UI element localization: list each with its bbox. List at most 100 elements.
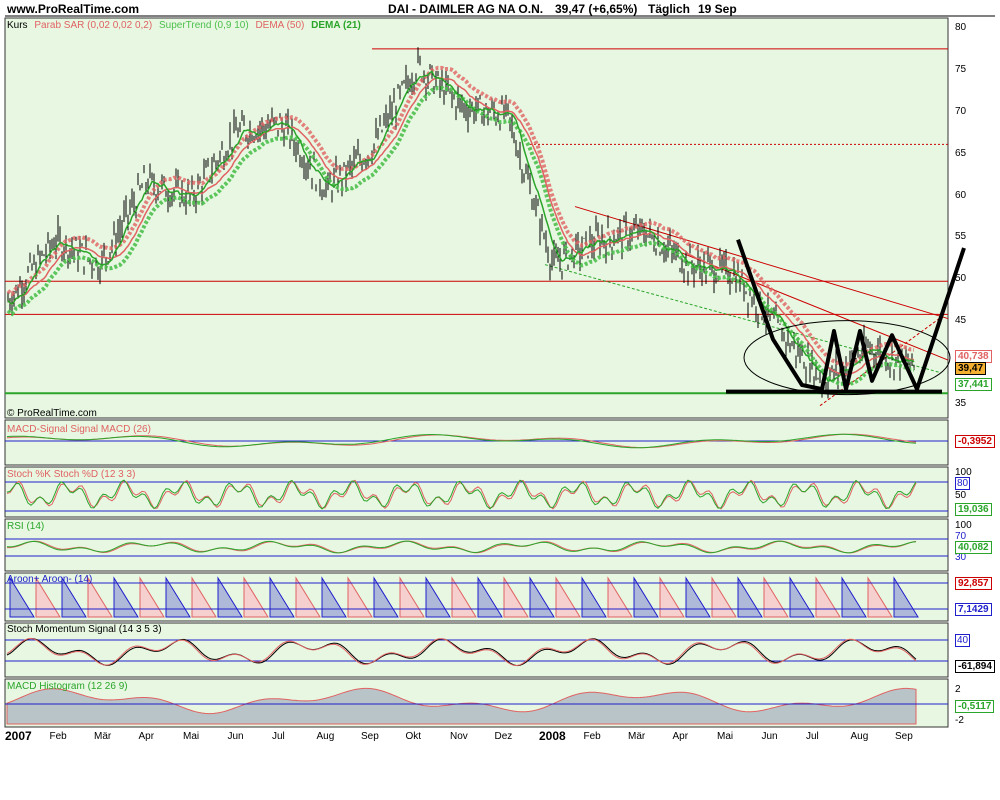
rsi-tick: 70 — [955, 531, 967, 542]
supertrend-series — [6, 85, 915, 387]
momentum-signal-line — [6, 637, 917, 667]
aroon-up-value: 92,857 — [955, 577, 992, 590]
x-axis-label: Aug — [316, 731, 335, 742]
aroon-segment — [763, 576, 789, 618]
trendline — [679, 251, 949, 361]
aroon-segment — [789, 576, 815, 618]
stoch-tick: 100 — [955, 467, 972, 478]
aroon-segment — [347, 576, 373, 618]
dema50-series — [7, 77, 915, 376]
aroon-segment — [581, 576, 607, 618]
x-axis-label: 2007 — [5, 729, 32, 743]
x-axis-label: Jun — [761, 731, 778, 742]
x-axis-label: Jun — [227, 731, 244, 742]
aroon-segment — [659, 576, 685, 618]
legend-dema21: DEMA (21) — [311, 20, 361, 31]
legend-sar: Parab SAR (0,02 0,02 0,2) — [34, 20, 153, 31]
aroon-segment — [607, 576, 633, 618]
aroon-segment — [165, 576, 191, 618]
y-tick: 75 — [955, 64, 967, 75]
aroon-segment — [269, 576, 295, 618]
aroon-segment — [451, 576, 477, 618]
aroon-segment — [295, 576, 321, 618]
stoch-legend: Stoch %K Stoch %D (12 3 3) — [7, 469, 136, 480]
x-axis-label: Sep — [361, 731, 379, 742]
period-label: Täglich — [648, 2, 691, 16]
rsi-signal-line — [6, 540, 917, 554]
macd-histogram-area — [6, 687, 917, 725]
aroon-segment — [399, 576, 425, 618]
y-tick: 50 — [955, 273, 967, 284]
momentum-tick: 40 — [955, 634, 971, 647]
x-axis-label: Apr — [672, 731, 689, 742]
x-axis-label: Mai — [183, 731, 200, 742]
y-tick: 60 — [955, 190, 967, 201]
stoch-k-line — [6, 479, 917, 510]
macd-legend: MACD-Signal Signal MACD (26) — [7, 424, 151, 435]
x-axis-label: Jul — [806, 731, 819, 742]
legend-kurs: Kurs — [7, 20, 28, 31]
rsi-tick: 30 — [955, 552, 967, 563]
aroon-segment — [139, 576, 165, 618]
hist-value: -0,5117 — [955, 700, 995, 713]
aroon-legend: Aroon+ Aroon- (14) — [7, 574, 93, 585]
macd-panel — [4, 419, 949, 466]
stoch-panel — [4, 466, 949, 518]
y-tick: 55 — [955, 231, 967, 242]
rsi-legend: RSI (14) — [7, 521, 45, 532]
aroon-segment — [737, 576, 763, 618]
aroon-segment — [633, 576, 659, 618]
x-axis-label: Dez — [494, 731, 513, 742]
pattern-ellipse — [743, 320, 951, 396]
aroon-segment — [555, 576, 581, 618]
aroon-segment — [113, 576, 139, 618]
x-axis-label: Sep — [895, 731, 913, 742]
aroon-segment — [191, 576, 217, 618]
aroon-segment — [425, 576, 451, 618]
x-axis-label: Jul — [272, 731, 285, 742]
rsi-panel — [4, 518, 949, 572]
hist-legend: MACD Histogram (12 26 9) — [7, 681, 128, 692]
quote-change: 39,47 (+6,65%) — [555, 2, 638, 16]
y-tick: 80 — [955, 22, 967, 33]
x-axis-label: Nov — [450, 731, 468, 742]
x-axis-label: Mai — [717, 731, 734, 742]
momentum-value: -61,894 — [955, 660, 995, 673]
aroon-segment — [841, 576, 867, 618]
x-axis-label: Mär — [94, 731, 112, 742]
chart-title: DAI - DAIMLER AG NA O.N. — [388, 2, 544, 16]
aroon-segment — [61, 576, 87, 618]
macd-line — [6, 433, 917, 449]
x-axis-label: Mär — [628, 731, 646, 742]
y-tick: 70 — [955, 106, 967, 117]
aroon-segment — [815, 576, 841, 618]
x-axis-label: Aug — [850, 731, 869, 742]
aroon-segment — [35, 576, 61, 618]
aroon-segment — [243, 576, 269, 618]
aroon-segment — [373, 576, 399, 618]
x-axis-label: Okt — [405, 731, 422, 742]
tag-lower: 37,441 — [955, 378, 992, 391]
aroon-segment — [477, 576, 503, 618]
stoch-tick: 80 — [955, 477, 971, 490]
aroon-segment — [321, 576, 347, 618]
y-tick: 65 — [955, 148, 967, 159]
drawn-pattern — [736, 239, 966, 392]
aroon-segment — [9, 576, 35, 618]
x-axis-label: 2008 — [539, 729, 566, 743]
aroon-segment — [893, 576, 919, 618]
aroon-segment — [867, 576, 893, 618]
stoch-tick: 50 — [955, 490, 967, 501]
legend-supertrend: SuperTrend (0,9 10) — [158, 20, 249, 31]
date-label: 19 Sep — [698, 2, 737, 16]
momentum-line — [6, 637, 917, 667]
aroon-segment — [87, 576, 113, 618]
main-panel — [4, 17, 949, 419]
site-link[interactable]: www.ProRealTime.com — [7, 2, 140, 16]
hist-tick: 2 — [955, 684, 961, 695]
aroon-down-value: 7,1429 — [955, 603, 992, 616]
aroon-segment — [217, 576, 243, 618]
x-axis-label: Apr — [138, 731, 155, 742]
y-tick: 35 — [955, 398, 967, 409]
